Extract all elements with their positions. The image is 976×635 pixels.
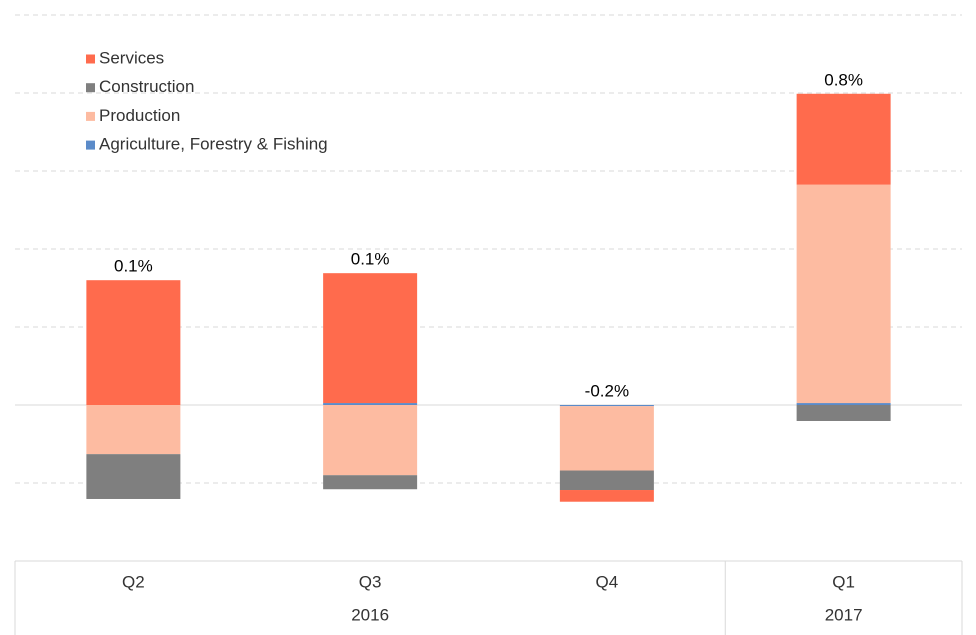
legend-swatch bbox=[86, 83, 95, 93]
total-label: 0.8% bbox=[824, 70, 863, 89]
bar-segment bbox=[796, 184, 891, 404]
total-label: 0.1% bbox=[351, 250, 390, 269]
bar-segment bbox=[796, 93, 891, 185]
x-tick-label: Q1 bbox=[832, 572, 855, 591]
bar-segment bbox=[323, 273, 418, 404]
bar-segment bbox=[86, 280, 181, 405]
bar-segment bbox=[559, 405, 654, 407]
legend-label: Production bbox=[99, 106, 180, 125]
bar-segment bbox=[323, 475, 418, 490]
legend-swatch bbox=[86, 111, 95, 121]
legend-label: Construction bbox=[99, 77, 194, 96]
legend-label: Agriculture, Forestry & Fishing bbox=[99, 135, 328, 154]
bar-segment bbox=[86, 454, 181, 499]
bar-segment bbox=[86, 405, 181, 455]
legend-label: Services bbox=[99, 48, 164, 67]
legend-swatch bbox=[86, 140, 95, 150]
x-tick-label: Q2 bbox=[122, 572, 145, 591]
bar-segment bbox=[323, 403, 418, 405]
bar-segment bbox=[323, 405, 418, 476]
bar-segment bbox=[559, 470, 654, 491]
legend-swatch bbox=[86, 54, 95, 64]
total-label: -0.2% bbox=[585, 381, 629, 400]
bar-segment bbox=[796, 403, 891, 405]
bar-segment bbox=[559, 490, 654, 502]
x-tick-label: Q4 bbox=[596, 572, 619, 591]
x-tick-label: Q3 bbox=[359, 572, 382, 591]
x-group-label: 2017 bbox=[825, 605, 863, 624]
bar-segment bbox=[559, 406, 654, 471]
x-group-label: 2016 bbox=[351, 605, 389, 624]
bar-segment bbox=[796, 405, 891, 421]
total-label: 0.1% bbox=[114, 257, 153, 276]
